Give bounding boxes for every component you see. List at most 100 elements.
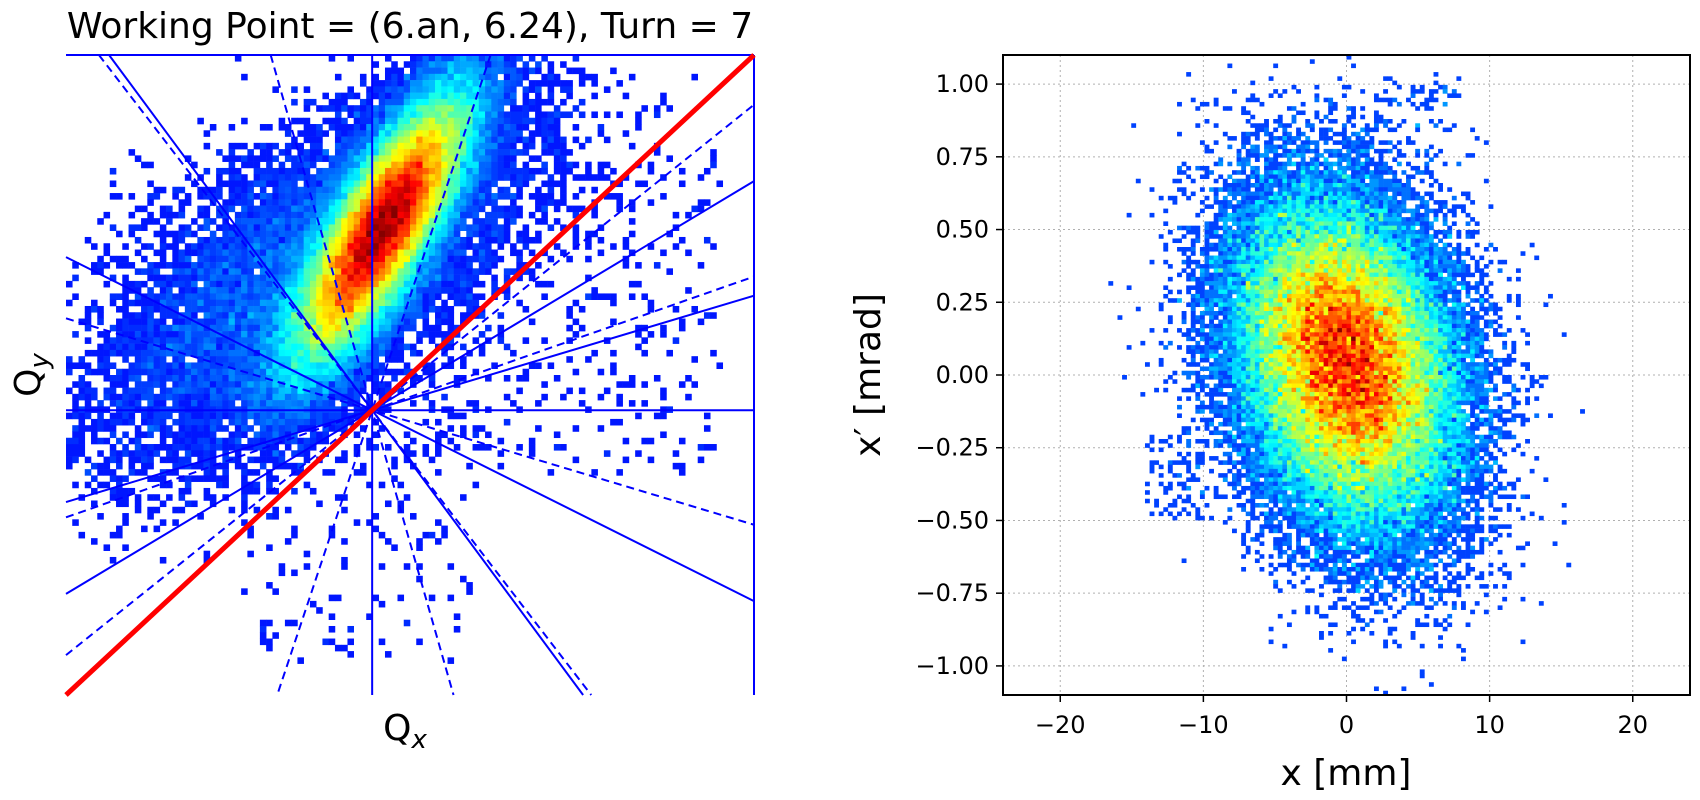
left-heatmap-cell	[328, 224, 336, 231]
left-heatmap-cell	[334, 230, 342, 238]
right-heatmap-cell	[1250, 225, 1256, 231]
right-heatmap-cell	[1282, 234, 1288, 239]
left-heatmap-cell	[166, 494, 173, 501]
left-heatmap-cell	[322, 224, 329, 231]
right-heatmap-cell	[1195, 106, 1201, 111]
right-heatmap-cell	[1369, 157, 1375, 162]
left-heatmap-cell	[384, 130, 392, 137]
left-heatmap-cell	[410, 80, 417, 87]
right-heatmap-cell	[1328, 174, 1334, 180]
right-heatmap-cell	[1241, 178, 1247, 184]
left-heatmap-cell	[510, 67, 517, 75]
left-heatmap-cell	[622, 92, 630, 100]
left-heatmap-cell	[347, 111, 354, 119]
left-heatmap-cell	[259, 211, 267, 219]
left-heatmap-cell	[272, 513, 279, 520]
left-heatmap-cell	[172, 274, 179, 282]
right-heatmap-cell	[1222, 229, 1228, 235]
right-heatmap-cell	[1319, 234, 1324, 239]
left-heatmap-cell	[328, 105, 336, 112]
left-heatmap-cell	[441, 299, 448, 307]
right-heatmap-cell	[1341, 191, 1347, 197]
left-heatmap-cell	[460, 161, 467, 169]
left-heatmap-cell	[510, 218, 517, 225]
left-heatmap-cell	[341, 412, 348, 420]
left-heatmap-cell	[316, 312, 323, 319]
right-heatmap-cell	[1296, 131, 1301, 137]
left-heatmap-cell	[566, 80, 573, 87]
right-heatmap-cell	[1268, 221, 1274, 226]
left-heatmap-cell	[316, 186, 323, 194]
left-heatmap-cell	[172, 268, 179, 275]
right-heatmap-cell	[1172, 195, 1178, 201]
left-heatmap-cell	[466, 155, 473, 162]
left-heatmap-cell	[435, 117, 442, 125]
left-heatmap-cell	[316, 331, 323, 338]
left-heatmap-cell	[566, 86, 573, 93]
right-heatmap-cell	[1351, 161, 1356, 167]
right-heatmap-cell	[1186, 229, 1192, 235]
right-heatmap-cell	[1204, 225, 1210, 231]
right-heatmap-cell	[1332, 234, 1338, 239]
left-heatmap-cell	[197, 375, 204, 382]
left-heatmap-cell	[422, 149, 430, 156]
left-heatmap-cell	[447, 155, 455, 162]
left-heatmap-cell	[134, 299, 142, 307]
left-heatmap-cell	[278, 262, 286, 269]
left-heatmap-cell	[378, 98, 386, 106]
left-heatmap-cell	[291, 293, 298, 300]
left-heatmap-cell	[209, 437, 217, 445]
right-heatmap-cell	[1392, 195, 1398, 201]
left-heatmap-cell	[178, 400, 186, 407]
left-heatmap-cell	[572, 193, 580, 200]
right-heatmap-cell	[1323, 174, 1329, 180]
right-heatmap-cell	[1204, 148, 1210, 154]
left-heatmap-cell	[66, 456, 73, 464]
left-heatmap-cell	[184, 418, 192, 426]
right-heatmap-cell	[1364, 191, 1370, 197]
left-heatmap-cell	[328, 117, 336, 125]
right-heatmap-cell	[1433, 178, 1439, 184]
right-heatmap-cell	[1277, 234, 1283, 239]
left-heatmap-cell	[166, 324, 173, 332]
left-heatmap-cell	[341, 218, 348, 225]
left-heatmap-cell	[172, 456, 179, 464]
left-heatmap-cell	[159, 287, 167, 294]
left-heatmap-cell	[234, 425, 242, 432]
left-heatmap-cell	[128, 375, 136, 382]
right-heatmap-cell	[1305, 144, 1311, 150]
left-heatmap-cell	[216, 262, 223, 269]
left-heatmap-cell	[141, 205, 148, 213]
left-heatmap-cell	[453, 55, 461, 62]
left-heatmap-cell	[353, 349, 361, 357]
right-heatmap-cell	[1410, 89, 1416, 94]
left-heatmap-cell	[710, 243, 717, 250]
right-heatmap-cell	[1277, 170, 1283, 175]
left-heatmap-cell	[366, 368, 373, 376]
left-heatmap-cell	[197, 236, 204, 244]
left-heatmap-cell	[666, 268, 673, 275]
left-heatmap-cell	[384, 331, 392, 338]
left-heatmap-cell	[660, 331, 667, 338]
right-heatmap-cell	[1241, 195, 1247, 201]
left-heatmap-cell	[572, 318, 580, 326]
left-heatmap-cell	[384, 193, 392, 200]
left-heatmap-cell	[366, 356, 373, 363]
left-heatmap-cell	[466, 193, 473, 200]
left-heatmap-cell	[353, 199, 361, 206]
left-heatmap-cell	[472, 224, 480, 231]
left-heatmap-cell	[159, 274, 167, 282]
left-heatmap-cell	[378, 393, 386, 401]
left-heatmap-cell	[372, 343, 380, 351]
left-heatmap-cell	[416, 236, 423, 244]
right-heatmap-cell	[1355, 174, 1361, 180]
right-heatmap-cell	[1438, 148, 1443, 154]
left-heatmap-cell	[209, 412, 217, 420]
left-heatmap-cell	[247, 299, 254, 307]
left-heatmap-cell	[341, 268, 348, 275]
right-heatmap-cell	[1387, 76, 1393, 81]
left-heatmap-cell	[334, 249, 342, 257]
left-heatmap-cell	[497, 230, 505, 238]
right-heatmap-cell	[1277, 153, 1283, 158]
right-heatmap-cell	[1300, 157, 1306, 162]
